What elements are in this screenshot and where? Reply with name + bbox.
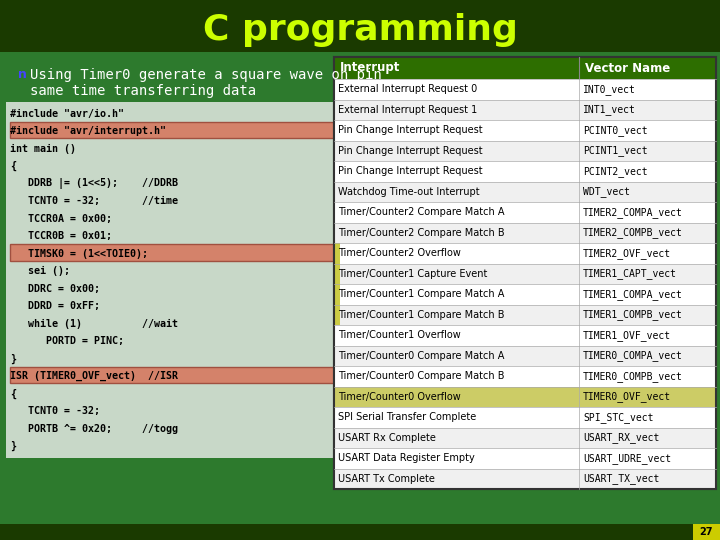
Text: Pin Change Interrupt Request: Pin Change Interrupt Request	[338, 146, 482, 156]
Text: USART Data Register Empty: USART Data Register Empty	[338, 453, 474, 463]
Text: Pin Change Interrupt Request: Pin Change Interrupt Request	[338, 166, 482, 176]
Text: }: }	[10, 441, 16, 451]
Text: TIMER2_COMPA_vect: TIMER2_COMPA_vect	[583, 207, 683, 218]
Text: USART Rx Complete: USART Rx Complete	[338, 433, 436, 443]
FancyBboxPatch shape	[334, 57, 716, 79]
Text: Timer/Counter0 Compare Match B: Timer/Counter0 Compare Match B	[338, 372, 505, 381]
FancyBboxPatch shape	[334, 161, 716, 181]
Text: TIMER1_CAPT_vect: TIMER1_CAPT_vect	[583, 268, 677, 279]
Text: INT0_vect: INT0_vect	[583, 84, 636, 94]
Text: WDT_vect: WDT_vect	[583, 186, 630, 197]
FancyBboxPatch shape	[10, 367, 344, 383]
Text: Timer/Counter0 Overflow: Timer/Counter0 Overflow	[338, 392, 461, 402]
FancyBboxPatch shape	[334, 305, 716, 325]
Text: Timer/Counter1 Capture Event: Timer/Counter1 Capture Event	[338, 269, 487, 279]
Text: DDRB |= (1<<5);    //DDRB: DDRB |= (1<<5); //DDRB	[28, 178, 178, 189]
Text: TIMER0_OVF_vect: TIMER0_OVF_vect	[583, 392, 671, 402]
Text: Timer/Counter0 Compare Match A: Timer/Counter0 Compare Match A	[338, 351, 505, 361]
Text: #include "avr/io.h": #include "avr/io.h"	[10, 109, 124, 119]
Text: TIMER1_COMPB_vect: TIMER1_COMPB_vect	[583, 309, 683, 320]
FancyBboxPatch shape	[693, 524, 720, 540]
Text: ISR (TIMER0_OVF_vect)  //ISR: ISR (TIMER0_OVF_vect) //ISR	[10, 371, 178, 381]
FancyBboxPatch shape	[334, 387, 716, 407]
Text: PCINT1_vect: PCINT1_vect	[583, 145, 647, 156]
FancyBboxPatch shape	[334, 243, 340, 325]
FancyBboxPatch shape	[334, 181, 716, 202]
Text: Timer/Counter1 Compare Match A: Timer/Counter1 Compare Match A	[338, 289, 505, 299]
Text: USART Tx Complete: USART Tx Complete	[338, 474, 435, 484]
Text: INT1_vect: INT1_vect	[583, 104, 636, 115]
Text: Timer/Counter2 Overflow: Timer/Counter2 Overflow	[338, 248, 461, 258]
Text: TIMER1_COMPA_vect: TIMER1_COMPA_vect	[583, 289, 683, 300]
FancyBboxPatch shape	[334, 325, 716, 346]
Text: TIMER0_COMPB_vect: TIMER0_COMPB_vect	[583, 371, 683, 382]
Text: USART_TX_vect: USART_TX_vect	[583, 473, 660, 484]
Text: Watchdog Time-out Interrupt: Watchdog Time-out Interrupt	[338, 187, 480, 197]
FancyBboxPatch shape	[6, 102, 346, 458]
Text: Timer/Counter1 Overflow: Timer/Counter1 Overflow	[338, 330, 461, 340]
FancyBboxPatch shape	[334, 140, 716, 161]
Text: SPI Serial Transfer Complete: SPI Serial Transfer Complete	[338, 412, 476, 422]
FancyBboxPatch shape	[334, 407, 716, 428]
Text: Pin Change Interrupt Request: Pin Change Interrupt Request	[338, 125, 482, 135]
Text: sei ();: sei ();	[28, 266, 70, 276]
Text: PORTD = PINC;: PORTD = PINC;	[46, 336, 124, 346]
FancyBboxPatch shape	[334, 243, 716, 264]
Text: n: n	[18, 68, 27, 81]
Text: DDRC = 0x00;: DDRC = 0x00;	[28, 284, 100, 294]
Text: TIMER1_OVF_vect: TIMER1_OVF_vect	[583, 330, 671, 341]
Text: TCNT0 = -32;       //time: TCNT0 = -32; //time	[28, 196, 178, 206]
Text: PCINT2_vect: PCINT2_vect	[583, 166, 647, 177]
Text: Vector Name: Vector Name	[585, 62, 670, 75]
FancyBboxPatch shape	[334, 346, 716, 366]
FancyBboxPatch shape	[0, 0, 720, 52]
Text: TIMSK0 = (1<<TOIE0);: TIMSK0 = (1<<TOIE0);	[28, 249, 148, 259]
Text: SPI_STC_vect: SPI_STC_vect	[583, 412, 654, 423]
Text: {: {	[10, 161, 16, 171]
Text: same time transferring data: same time transferring data	[30, 84, 256, 98]
Text: int main (): int main ()	[10, 144, 76, 154]
Text: PCINT0_vect: PCINT0_vect	[583, 125, 647, 136]
FancyBboxPatch shape	[334, 79, 716, 99]
Text: TCCR0A = 0x00;: TCCR0A = 0x00;	[28, 214, 112, 224]
FancyBboxPatch shape	[10, 244, 344, 260]
Text: PORTB ^= 0x20;     //togg: PORTB ^= 0x20; //togg	[28, 424, 178, 434]
FancyBboxPatch shape	[0, 524, 720, 540]
Text: Timer/Counter2 Compare Match A: Timer/Counter2 Compare Match A	[338, 207, 505, 217]
FancyBboxPatch shape	[334, 120, 716, 140]
FancyBboxPatch shape	[10, 122, 344, 138]
Text: Using Timer0 generate a square wave on pin: Using Timer0 generate a square wave on p…	[30, 68, 382, 82]
FancyBboxPatch shape	[334, 264, 716, 284]
Text: TCCR0B = 0x01;: TCCR0B = 0x01;	[28, 231, 112, 241]
Text: TIMER0_COMPA_vect: TIMER0_COMPA_vect	[583, 350, 683, 361]
Text: while (1)          //wait: while (1) //wait	[28, 319, 178, 329]
FancyBboxPatch shape	[0, 52, 720, 540]
Text: TCNT0 = -32;: TCNT0 = -32;	[28, 406, 100, 416]
FancyBboxPatch shape	[334, 222, 716, 243]
Text: DDRD = 0xFF;: DDRD = 0xFF;	[28, 301, 100, 311]
FancyBboxPatch shape	[334, 366, 716, 387]
FancyBboxPatch shape	[334, 99, 716, 120]
Text: USART_UDRE_vect: USART_UDRE_vect	[583, 453, 671, 464]
Text: External Interrupt Request 1: External Interrupt Request 1	[338, 105, 477, 115]
Text: External Interrupt Request 0: External Interrupt Request 0	[338, 84, 477, 94]
Text: USART_RX_vect: USART_RX_vect	[583, 433, 660, 443]
Text: Interrupt: Interrupt	[340, 62, 400, 75]
FancyBboxPatch shape	[334, 57, 716, 489]
Text: Timer/Counter1 Compare Match B: Timer/Counter1 Compare Match B	[338, 310, 505, 320]
FancyBboxPatch shape	[334, 202, 716, 222]
FancyBboxPatch shape	[334, 469, 716, 489]
Text: #include "avr/interrupt.h": #include "avr/interrupt.h"	[10, 126, 166, 136]
Text: TIMER2_OVF_vect: TIMER2_OVF_vect	[583, 248, 671, 259]
Text: }: }	[10, 354, 16, 364]
Text: {: {	[10, 389, 16, 399]
FancyBboxPatch shape	[334, 284, 716, 305]
FancyBboxPatch shape	[334, 428, 716, 448]
Text: 27: 27	[699, 527, 713, 537]
Text: C programming: C programming	[202, 13, 518, 47]
Text: Timer/Counter2 Compare Match B: Timer/Counter2 Compare Match B	[338, 228, 505, 238]
FancyBboxPatch shape	[334, 448, 716, 469]
Text: TIMER2_COMPB_vect: TIMER2_COMPB_vect	[583, 227, 683, 238]
